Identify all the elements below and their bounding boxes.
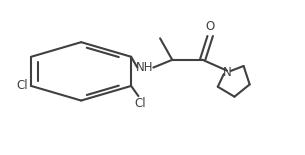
Text: Cl: Cl xyxy=(134,97,146,110)
Text: O: O xyxy=(206,20,215,33)
Text: Cl: Cl xyxy=(16,80,28,92)
Text: N: N xyxy=(223,66,231,79)
Text: NH: NH xyxy=(136,61,154,74)
